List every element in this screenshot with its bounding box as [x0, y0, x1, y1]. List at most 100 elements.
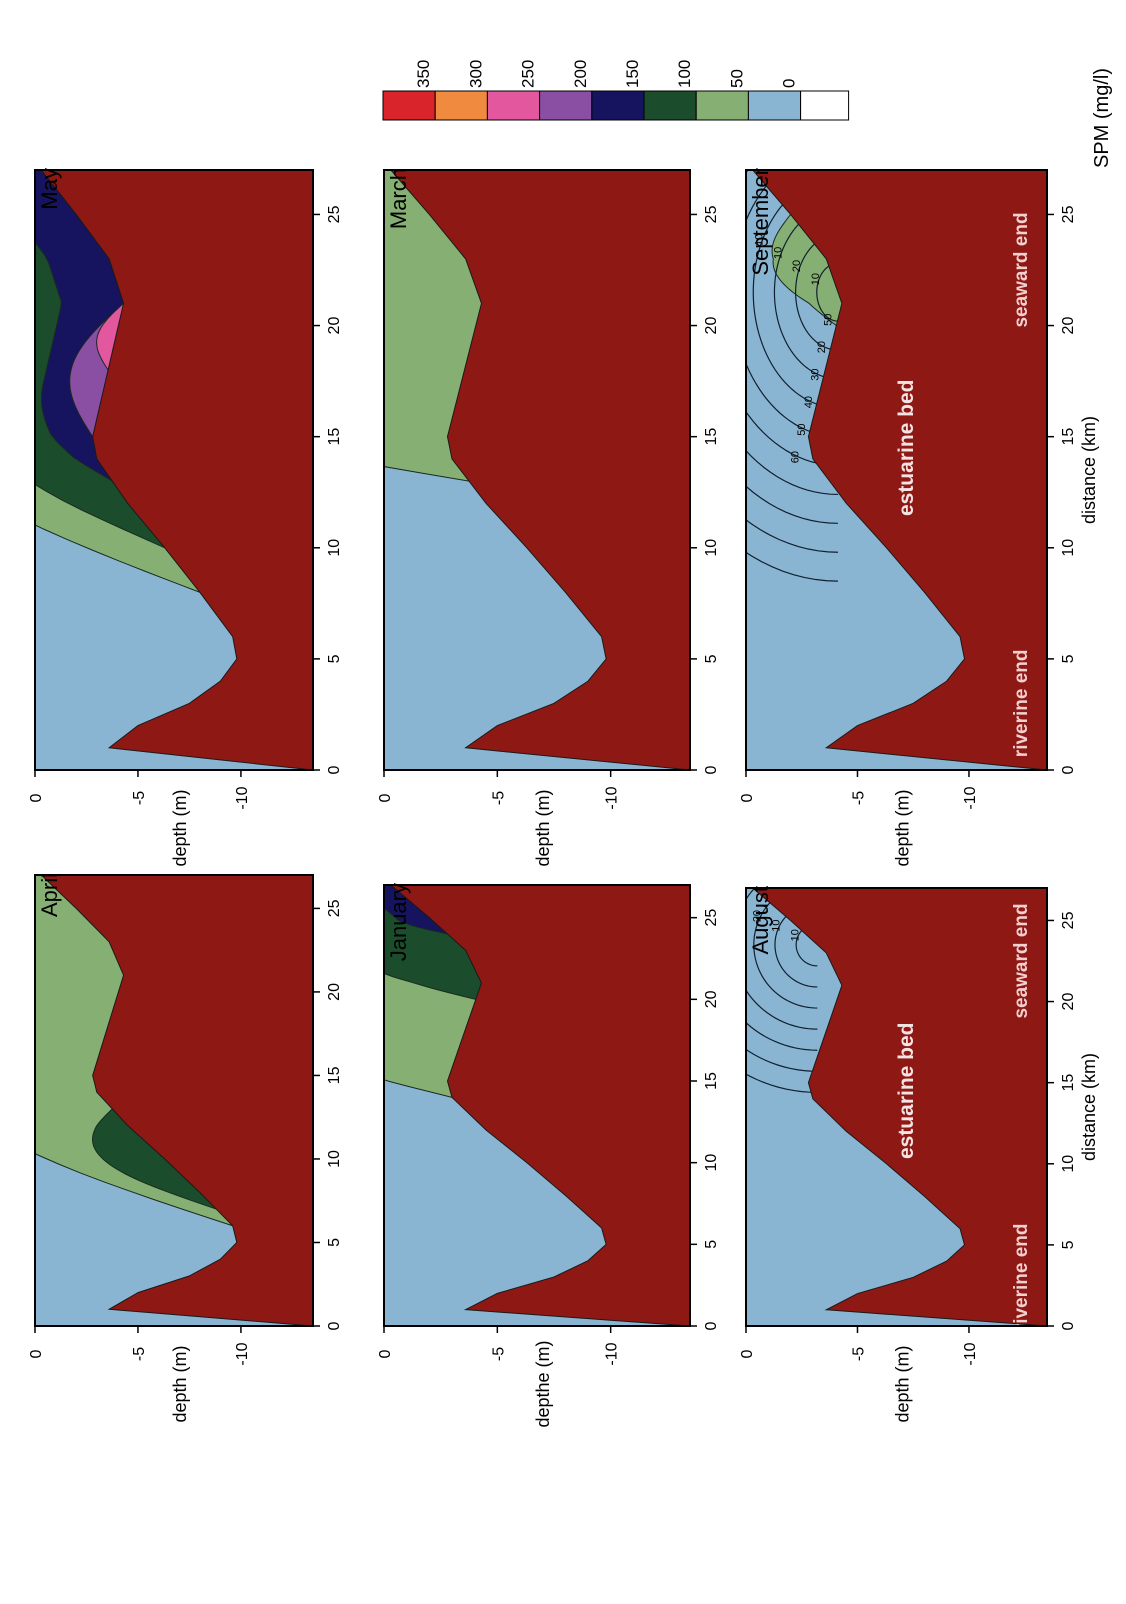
contour-label: 40: [695, 881, 707, 893]
contour-label: 20: [816, 341, 828, 353]
legend-title: SPM (mg/l): [1091, 68, 1113, 168]
contour-line: [746, 170, 838, 467]
panel-title: March: [386, 168, 411, 229]
legend-swatch-250: [486, 90, 541, 121]
y-tick-label: 0: [28, 793, 45, 802]
contour-label: 10: [789, 929, 801, 941]
y-tick-label: -10: [234, 786, 251, 809]
panel-title: May: [37, 168, 62, 210]
x-tick-label: 20: [1060, 993, 1077, 1011]
x-tick-label: 25: [703, 909, 720, 927]
legend-label-100: 100: [675, 60, 694, 88]
legend-label-0: 0: [780, 79, 799, 88]
estuarine-bed: [751, 888, 1047, 1326]
contour-label: 30: [809, 369, 821, 381]
y-tick-label: 0: [739, 793, 756, 802]
y-tick-label: -5: [490, 791, 507, 805]
contour-label: 20: [791, 260, 803, 272]
legend-swatch-150: [591, 90, 645, 121]
contour-label: 10: [810, 273, 822, 285]
panel-april: April 0 5 10 15 20 25 0 -5 -10 depth (m): [28, 873, 343, 1423]
panel-title: January: [386, 883, 411, 961]
contour-label: 40: [676, 872, 688, 884]
panel-august: 10 10 20 30 30 40 40 estuarine bed riverine end s…: [676, 872, 1099, 1423]
y-tick-label: -10: [962, 1342, 979, 1365]
panel-may: May 0 5 10 15 20 25 0 -5 -10 depth (m): [28, 168, 343, 867]
y-axis-label: depthe (m): [533, 1340, 553, 1427]
legend-swatch-blank: [800, 90, 850, 121]
legend-swatches: [382, 90, 850, 121]
legend: SPM (mg/l) 350 300 250 200 150 100 50 0: [382, 60, 1113, 168]
contour-label: 20: [735, 221, 747, 233]
x-tick-label: 20: [326, 317, 343, 335]
note-seaward-end: seaward end: [1011, 903, 1032, 1018]
panel-january: January 0 5 10 15 20 25 0 -5 -10 depthe (m): [377, 883, 720, 1428]
plot-frame: [383, 169, 691, 771]
legend-label-50: 50: [727, 69, 746, 88]
legend-label-250: 250: [519, 60, 538, 88]
estuarine-bed: [752, 170, 1047, 770]
x-tick-label: 5: [326, 1238, 343, 1247]
estuarine-bed: [40, 875, 313, 1326]
x-tick-label: 25: [326, 205, 343, 223]
panel-march: March 0 5 10 15 20 25 0 -5 -10 depth (m): [377, 168, 720, 867]
x-tick-label: 25: [1060, 205, 1077, 223]
y-tick-label: -5: [850, 791, 867, 805]
contour-label: 20: [752, 910, 764, 922]
x-tick-label: 0: [703, 765, 720, 774]
y-tick-label: -5: [131, 791, 148, 805]
contour-label: 40: [640, 155, 652, 167]
x-tick-label: 10: [1060, 539, 1077, 557]
x-tick-label: 10: [1060, 1155, 1077, 1173]
legend-labels: 350 300 250 200 150 100 50 0: [414, 60, 798, 88]
contour-label: 30: [714, 891, 726, 903]
y-tick-label: 0: [377, 1349, 394, 1358]
x-axis-label: distance (km): [1079, 416, 1099, 524]
y-axis-label: depth (m): [893, 789, 913, 866]
contour-line: [746, 170, 838, 438]
panel-september: 10201010201010203040502030405060estuarin…: [640, 155, 1099, 867]
plot-frame: [745, 169, 1048, 771]
x-tick-label: 20: [1060, 317, 1077, 335]
x-tick-label: 0: [1060, 765, 1077, 774]
contour-label: 50: [796, 423, 808, 435]
contour-label: 50: [822, 314, 834, 326]
legend-swatch-200: [539, 90, 593, 121]
note-riverine-end: riverine end: [1011, 1223, 1032, 1331]
panel-body: 10 10 20 30 30 40 40 estuarine bed riverine end s…: [676, 872, 1047, 1331]
estuarine-bed: [390, 885, 690, 1326]
x-tick-label: 5: [703, 1240, 720, 1249]
x-tick-label: 25: [326, 899, 343, 917]
contour-line: [746, 449, 838, 496]
panel-title: September: [748, 168, 773, 276]
plot-frame: [383, 884, 691, 1327]
y-tick-label: -10: [604, 1342, 621, 1365]
contour-line: [816, 262, 838, 322]
contour-label: 10: [753, 234, 765, 246]
legend-swatch-50: [695, 90, 749, 121]
estuarine-bed: [40, 170, 313, 770]
x-tick-label: 5: [703, 654, 720, 663]
y-tick-label: -5: [131, 1347, 148, 1361]
panel-body: [384, 170, 690, 770]
x-tick-label: 15: [1060, 1074, 1077, 1092]
x-tick-label: 20: [703, 990, 720, 1008]
legend-label-200: 200: [571, 60, 590, 88]
contour-line: [746, 485, 838, 524]
x-tick-label: 20: [703, 317, 720, 335]
contour-line: [746, 888, 818, 1030]
x-tick-label: 0: [326, 1321, 343, 1330]
x-tick-label: 10: [326, 1150, 343, 1168]
plot-frame: [34, 169, 314, 771]
y-axis-label: depth (m): [893, 1345, 913, 1422]
x-tick-label: 5: [1060, 654, 1077, 663]
x-tick-label: 0: [326, 765, 343, 774]
x-tick-label: 10: [326, 539, 343, 557]
x-tick-label: 10: [703, 539, 720, 557]
x-tick-label: 5: [1060, 1240, 1077, 1249]
legend-swatch-0: [747, 90, 802, 121]
x-tick-label: 15: [1060, 428, 1077, 446]
y-tick-label: 0: [28, 1349, 45, 1358]
contour-line: [746, 1048, 818, 1072]
y-axis-label: depth (m): [170, 1345, 190, 1422]
